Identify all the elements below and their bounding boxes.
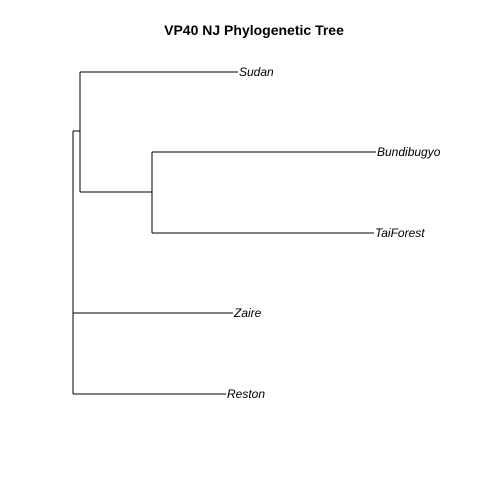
tip-label-sudan: Sudan	[239, 65, 274, 79]
tip-label-zaire: Zaire	[233, 306, 262, 320]
tip-label-reston: Reston	[227, 387, 265, 401]
tip-label-taiforest: TaiForest	[375, 226, 425, 240]
tree-title: VP40 NJ Phylogenetic Tree	[164, 22, 344, 38]
tip-label-bundibugyo: Bundibugyo	[377, 145, 441, 159]
